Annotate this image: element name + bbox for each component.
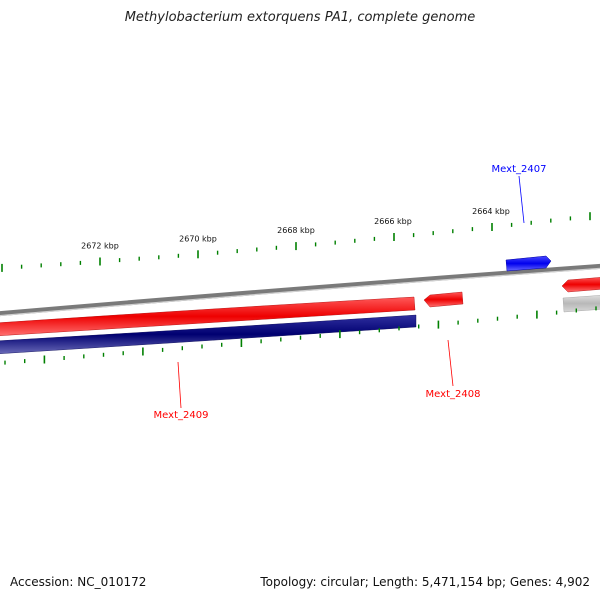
- mext-2409-leader-line: [177, 361, 182, 409]
- genome-backbone-highlight: [0, 267, 600, 317]
- inner-scale-ticks: [4, 306, 597, 365]
- accession-text: Accession: NC_010172: [10, 575, 147, 589]
- gene-label-mext-2407[interactable]: Mext_2407: [492, 164, 547, 175]
- gene-label-mext-2409[interactable]: Mext_2409: [154, 410, 209, 421]
- scale-label: 2672 kbp: [81, 242, 119, 251]
- genome-stats-text: Topology: circular; Length: 5,471,154 bp…: [260, 575, 590, 589]
- outer-scale-ticks: 2664 kbp 2666 kbp 2668 kbp 2670 kbp 2672 kbp: [1, 207, 591, 272]
- gene-right-edge-arrow[interactable]: [561, 277, 600, 293]
- scale-label: 2668 kbp: [277, 226, 315, 235]
- gene-mext-2407-arrow[interactable]: [505, 255, 552, 272]
- scale-label: 2664 kbp: [472, 207, 510, 216]
- gene-mext-2409-arrow[interactable]: [0, 296, 416, 336]
- grey-feature-right-edge[interactable]: [562, 295, 600, 313]
- mext-2408-leader-line: [447, 339, 454, 387]
- scale-label: 2666 kbp: [374, 217, 412, 226]
- genome-backbone: [0, 263, 600, 317]
- gene-label-mext-2408[interactable]: Mext_2408: [426, 389, 481, 400]
- mext-2407-leader-line: [518, 175, 525, 224]
- gene-mext-2408-arrow[interactable]: [423, 291, 464, 308]
- orf-track[interactable]: [0, 314, 417, 354]
- page-title: Methylobacterium extorquens PA1, complet…: [124, 10, 476, 25]
- scale-label: 2670 kbp: [179, 234, 217, 243]
